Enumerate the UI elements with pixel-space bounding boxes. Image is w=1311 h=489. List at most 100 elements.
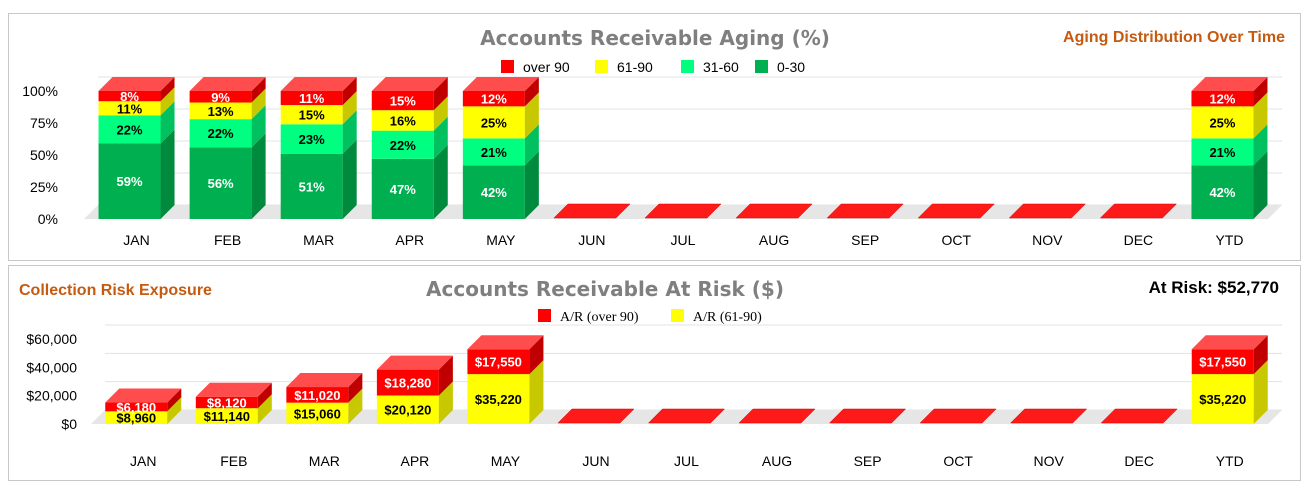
aging-x-tick-label: YTD: [1215, 232, 1243, 248]
risk-chart-panel: Accounts Receivable At Risk ($) Collecti…: [8, 265, 1301, 481]
risk-data-label: $8,120: [207, 395, 247, 410]
aging-data-label: 25%: [1209, 115, 1235, 130]
risk-side-title: Collection Risk Exposure: [19, 282, 212, 299]
aging-legend-swatch-over-90: [501, 60, 514, 73]
aging-bar-jan-0-30-side: [160, 129, 175, 219]
aging-data-label: 42%: [1209, 185, 1235, 200]
aging-side-title: Aging Distribution Over Time: [1063, 29, 1285, 46]
at-risk-total: At Risk: $52,770: [1149, 278, 1279, 297]
aging-legend-label: over 90: [523, 59, 570, 75]
risk-data-label: $8,960: [116, 411, 156, 426]
risk-legend-label: A/R (over 90): [560, 310, 639, 325]
aging-bar-mar-31-60: [280, 124, 343, 154]
aging-bar-mar-over-90-side: [342, 77, 357, 106]
risk-bar-mar-a-r-61-90-: [286, 402, 349, 424]
aging-x-tick-label: SEP: [851, 232, 879, 248]
aging-empty-bar-oct: [917, 203, 995, 219]
risk-bar-apr-a-r-over-90-: [376, 369, 439, 396]
aging-bar-feb-0-30-side: [251, 133, 266, 219]
aging-bar-feb-over-90-side: [251, 77, 266, 103]
risk-legend-label: A/R (61-90): [693, 310, 762, 325]
aging-legend-swatch-31-60: [681, 60, 694, 73]
aging-bar-mar-over-90: [280, 91, 343, 106]
aging-bar-mar-61-90-side: [342, 91, 357, 125]
aging-x-tick-label: MAY: [486, 232, 516, 248]
aging-x-tick-label: MAR: [303, 232, 334, 248]
aging-data-label: 12%: [1209, 92, 1235, 107]
risk-bar-ytd-a-r-61-90-: [1191, 374, 1254, 424]
risk-bar-ytd-a-r-61-90--side: [1253, 360, 1268, 424]
risk-bar-may-a-r-61-90--side: [529, 360, 544, 424]
risk-x-tick-label: MAY: [491, 453, 521, 469]
aging-bar-may-61-90-side: [524, 92, 539, 139]
aging-data-label: 25%: [481, 115, 507, 130]
risk-bar-mar-a-r-over-90-: [286, 387, 349, 403]
risk-x-tick-label: NOV: [1033, 453, 1064, 469]
risk-bar-apr-a-r-over-90--top: [376, 355, 453, 370]
aging-x-tick-label: DEC: [1124, 232, 1154, 248]
aging-bar-feb-0-30: [189, 147, 252, 219]
aging-bar-ytd-over-90: [1191, 91, 1254, 107]
risk-data-label: $15,060: [294, 406, 341, 421]
risk-bar-jan-a-r-over-90--top: [105, 388, 182, 403]
aging-bar-may-31-60-side: [524, 124, 539, 166]
aging-empty-bar-jun: [553, 203, 631, 219]
risk-y-tick-label: $60,000: [26, 331, 77, 347]
risk-x-tick-label: OCT: [943, 453, 973, 469]
risk-bar-feb-a-r-61-90--side: [257, 394, 272, 424]
risk-data-label: $11,020: [294, 388, 340, 403]
aging-bar-mar-over-90-top: [280, 77, 357, 91]
risk-empty-bar-nov: [1010, 408, 1088, 424]
aging-x-tick-label: JUL: [671, 232, 696, 248]
risk-x-tick-label: JAN: [130, 453, 156, 469]
aging-bar-may-over-90-top: [462, 77, 539, 91]
risk-bar-mar-a-r-over-90--side: [348, 373, 363, 403]
risk-data-label: $11,140: [204, 409, 250, 424]
risk-y-tick-label: $0: [61, 416, 77, 432]
risk-x-tick-label: JUL: [674, 453, 699, 469]
aging-data-label: 22%: [390, 138, 416, 153]
risk-x-tick-label: JUN: [582, 453, 609, 469]
aging-empty-bar-nov: [1008, 203, 1086, 219]
aging-data-label: 51%: [299, 179, 325, 194]
aging-empty-bar-dec: [1099, 203, 1177, 219]
aging-x-tick-label: NOV: [1032, 232, 1063, 248]
aging-bar-apr-61-90: [371, 110, 434, 131]
aging-bar-jan-0-30: [98, 143, 161, 219]
aging-data-label: 8%: [120, 89, 139, 104]
aging-bar-ytd-31-60: [1191, 138, 1254, 166]
risk-bar-may-a-r-61-90-: [467, 374, 530, 424]
risk-x-tick-label: FEB: [220, 453, 247, 469]
aging-data-label: 23%: [299, 132, 325, 147]
aging-data-label: 11%: [117, 101, 143, 116]
risk-empty-bar-aug: [738, 408, 816, 424]
aging-bar-jan-31-60: [98, 115, 161, 144]
aging-data-label: 13%: [208, 104, 234, 119]
risk-x-tick-label: MAR: [309, 453, 340, 469]
aging-bar-jan-31-60-side: [160, 101, 175, 144]
aging-data-label: 21%: [1209, 145, 1235, 160]
aging-chart: Accounts Receivable Aging (%) Aging Dist…: [22, 26, 1285, 248]
aging-y-tick-label: 100%: [22, 83, 58, 99]
risk-bar-ytd-a-r-over-90--side: [1253, 335, 1268, 375]
aging-bar-may-over-90: [462, 91, 525, 107]
risk-y-tick-label: $40,000: [26, 359, 77, 375]
risk-legend-swatch-over-90: [538, 309, 551, 322]
aging-x-tick-label: APR: [395, 232, 424, 248]
aging-bar-ytd-0-30: [1191, 165, 1254, 219]
risk-bar-mar-a-r-over-90--top: [286, 373, 363, 388]
aging-bar-feb-31-60: [189, 119, 252, 148]
risk-bar-jan-a-r-over-90-: [105, 402, 168, 412]
aging-x-tick-label: OCT: [941, 232, 971, 248]
risk-empty-bar-sep: [828, 408, 907, 424]
risk-bar-jan-a-r-over-90--side: [167, 388, 182, 412]
aging-bar-apr-31-60: [371, 130, 434, 159]
aging-bar-ytd-over-90-top: [1191, 77, 1268, 91]
aging-bar-jan-over-90: [98, 91, 161, 102]
risk-data-label: $17,550: [1199, 355, 1246, 370]
aging-bar-ytd-0-30-side: [1253, 151, 1268, 219]
aging-data-label: 15%: [390, 94, 416, 109]
aging-data-label: 9%: [211, 90, 230, 105]
aging-bar-may-over-90-side: [524, 77, 539, 107]
aging-legend-label: 31-60: [703, 59, 739, 75]
